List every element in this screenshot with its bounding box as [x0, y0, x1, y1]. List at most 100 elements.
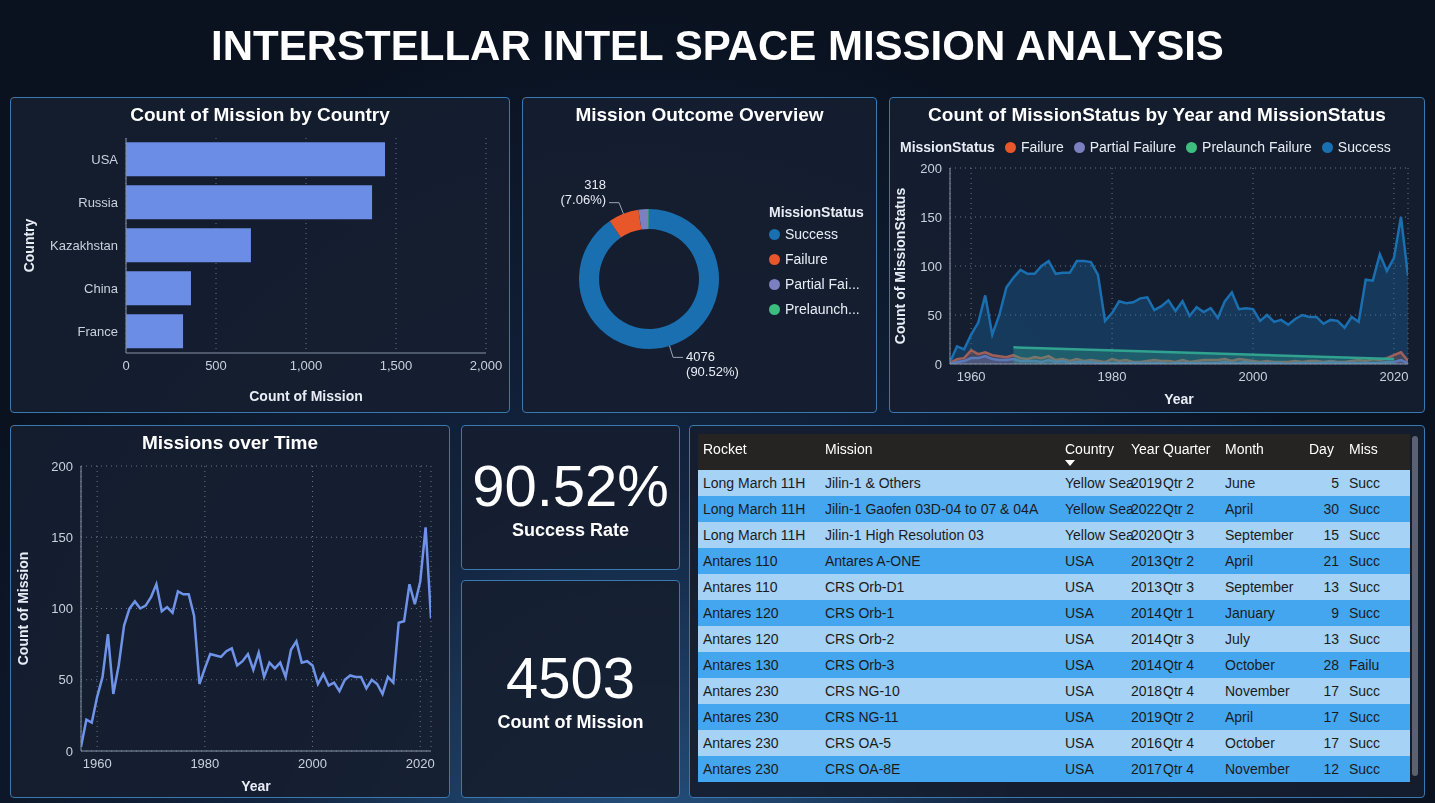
svg-text:50: 50: [928, 308, 942, 323]
html-text:Success: Success: [785, 226, 838, 242]
svg-text:0: 0: [66, 744, 73, 759]
svg-text:2020: 2020: [1379, 369, 1408, 384]
html-text:Month: Month: [1225, 441, 1264, 457]
html-text:Failure: Failure: [1020, 139, 1064, 155]
html-text:USA: USA: [1065, 553, 1094, 569]
html-text:Year Quarter: Year Quarter: [1131, 441, 1211, 457]
html-text:21: 21: [1323, 553, 1339, 569]
html-text:2020 Qtr 3: 2020 Qtr 3: [1131, 527, 1195, 543]
html-text:Failure: Failure: [785, 251, 828, 267]
svg-text:100: 100: [920, 259, 942, 274]
html-text:2014 Qtr 1: 2014 Qtr 1: [1131, 605, 1195, 621]
html-text:April: April: [1225, 501, 1253, 517]
html-text:Missions over Time: Missions over Time: [142, 432, 318, 453]
html-text:June: June: [1225, 475, 1256, 491]
svg-text:China: China: [84, 281, 119, 296]
html-text:MissionStatus: MissionStatus: [769, 204, 864, 220]
html-text:Yellow Sea: Yellow Sea: [1065, 475, 1134, 491]
html-text:Miss: Miss: [1349, 441, 1378, 457]
html-text:September: September: [1225, 527, 1294, 543]
svg-text:Country: Country: [21, 218, 37, 272]
html-text:Partial Failure: Partial Failure: [1089, 139, 1177, 155]
svg-text:2000: 2000: [1239, 369, 1268, 384]
html-text:2013 Qtr 2: 2013 Qtr 2: [1131, 553, 1195, 569]
svg-text:1980: 1980: [190, 756, 219, 771]
html-text:Jilin-1 High Resolution 03: Jilin-1 High Resolution 03: [825, 527, 984, 543]
html-text:4503: 4503: [506, 644, 635, 710]
html-text:Long March 11H: Long March 11H: [703, 527, 806, 543]
html-text:INTERSTELLAR INTEL SPACE MISSI: INTERSTELLAR INTEL SPACE MISSION ANALYSI…: [211, 22, 1224, 69]
svg-text:2020: 2020: [406, 756, 435, 771]
svg-text:Count of Mission: Count of Mission: [15, 552, 31, 666]
svg-text:1960: 1960: [83, 756, 112, 771]
html-text:Yellow Sea: Yellow Sea: [1065, 527, 1134, 543]
html-text:Succ: Succ: [1349, 501, 1381, 517]
svg-text:100: 100: [51, 601, 73, 616]
html-text:Prelaunch...: Prelaunch...: [785, 301, 860, 317]
html-text:Count of Mission: Count of Mission: [497, 711, 644, 732]
svg-text:1980: 1980: [1098, 369, 1127, 384]
html-text:Count of MissionStatus by Year: Count of MissionStatus by Year and Missi…: [928, 104, 1386, 125]
svg-text:4076(90.52%): 4076(90.52%): [686, 349, 739, 379]
html-text:Mission: Mission: [825, 441, 873, 457]
svg-text:Year: Year: [241, 778, 271, 794]
svg-text:1,000: 1,000: [290, 358, 323, 373]
svg-text:Kazakhstan: Kazakhstan: [50, 238, 118, 253]
html-text:15: 15: [1323, 527, 1339, 543]
html-text:Jilin-1 Gaofen 03D-04 to 07 &: Jilin-1 Gaofen 03D-04 to 07 & 04A: [825, 501, 1039, 517]
html-text:Success: Success: [1337, 139, 1391, 155]
html-text:2022 Qtr 2: 2022 Qtr 2: [1131, 501, 1195, 517]
svg-text:USA: USA: [91, 152, 118, 167]
svg-text:50: 50: [59, 672, 73, 687]
html-text:Antares 110: Antares 110: [703, 553, 778, 569]
html-text:Rocket: Rocket: [703, 441, 747, 457]
html-text:13: 13: [1323, 579, 1339, 595]
html-text:Prelaunch Failure: Prelaunch Failure: [1202, 139, 1312, 155]
svg-text:1,500: 1,500: [380, 358, 413, 373]
svg-text:Year: Year: [1164, 391, 1194, 407]
svg-text:Count of Mission: Count of Mission: [249, 388, 363, 404]
html-text:CRS Orb-1: CRS Orb-1: [825, 605, 895, 621]
html-text:CRS Orb-D1: CRS Orb-D1: [825, 579, 905, 595]
svg-text:500: 500: [205, 358, 227, 373]
svg-text:1960: 1960: [957, 369, 986, 384]
html-text:Succ: Succ: [1349, 579, 1381, 595]
html-text:Partial Fai...: Partial Fai...: [785, 276, 860, 292]
html-text:30: 30: [1323, 501, 1339, 517]
html-text:2019 Qtr 2: 2019 Qtr 2: [1131, 475, 1195, 491]
html-text:90.52%: 90.52%: [472, 453, 669, 518]
svg-text:200: 200: [51, 459, 73, 474]
html-text:Count of Mission by Country: Count of Mission by Country: [130, 104, 390, 125]
svg-text:Russia: Russia: [78, 195, 119, 210]
html-text:Succ: Succ: [1349, 553, 1381, 569]
html-text:MissionStatus: MissionStatus: [900, 139, 995, 155]
svg-text:0: 0: [935, 357, 942, 372]
html-text:Yellow Sea: Yellow Sea: [1065, 501, 1134, 517]
html-text:Antares 120: Antares 120: [703, 605, 779, 621]
html-text:April: April: [1225, 553, 1253, 569]
html-text:Antares 110: Antares 110: [703, 579, 778, 595]
html-text:Succ: Succ: [1349, 527, 1381, 543]
svg-text:France: France: [78, 324, 118, 339]
html-text:USA: USA: [1065, 605, 1094, 621]
html-text:Mission Outcome Overview: Mission Outcome Overview: [575, 104, 824, 125]
html-text:USA: USA: [1065, 579, 1094, 595]
html-text:Jilin-1 & Others: Jilin-1 & Others: [825, 475, 921, 491]
html-text:Long March 11H: Long March 11H: [703, 475, 806, 491]
svg-text:200: 200: [920, 161, 942, 176]
html-text:September: September: [1225, 579, 1294, 595]
html-text:Day: Day: [1309, 441, 1334, 457]
html-text:Succ: Succ: [1349, 475, 1381, 491]
html-text:Success Rate: Success Rate: [512, 520, 629, 540]
svg-text:318(7.06%): 318(7.06%): [561, 177, 607, 207]
html-text:2013 Qtr 3: 2013 Qtr 3: [1131, 579, 1195, 595]
html-text:Long March 11H: Long March 11H: [703, 501, 806, 517]
html-text:Country: Country: [1065, 441, 1114, 457]
html-text:Antares A-ONE: Antares A-ONE: [825, 553, 921, 569]
svg-text:0: 0: [122, 358, 129, 373]
svg-text:150: 150: [920, 210, 942, 225]
svg-text:2,000: 2,000: [470, 358, 503, 373]
svg-text:Count of MissionStatus: Count of MissionStatus: [892, 188, 908, 345]
svg-text:150: 150: [51, 530, 73, 545]
svg-text:2000: 2000: [298, 756, 327, 771]
